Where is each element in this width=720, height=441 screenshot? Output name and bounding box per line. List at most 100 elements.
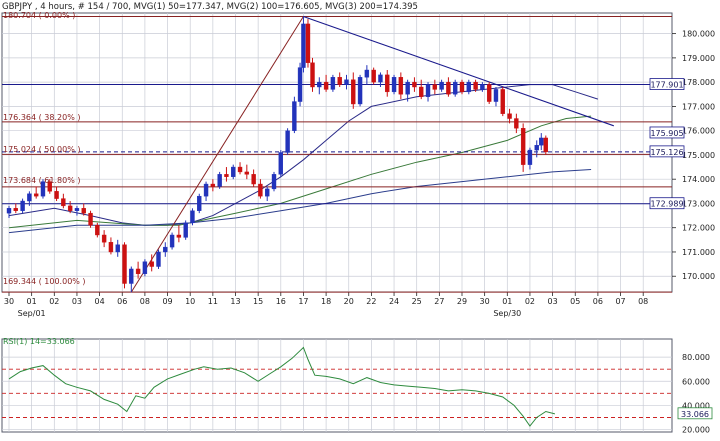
y-tick-label: 177.000 xyxy=(682,102,715,111)
fib-label-38: 176.364 ( 38.20% ) xyxy=(3,113,80,122)
x-tick-label: 01 xyxy=(27,297,37,306)
candle-body xyxy=(61,198,66,207)
candle-body xyxy=(265,188,270,197)
candle-body xyxy=(337,77,342,85)
candle-body xyxy=(33,193,39,197)
candle-body xyxy=(115,244,120,253)
candle-body xyxy=(20,200,25,211)
x-tick-label: 30 xyxy=(480,297,490,306)
x-tick-label: 05 xyxy=(570,297,580,306)
candle-body xyxy=(54,191,59,199)
x-tick-label: 15 xyxy=(253,297,263,306)
candle-body xyxy=(217,174,222,187)
price-box-label: 175.905 xyxy=(650,129,683,138)
candle-body xyxy=(251,174,256,185)
x-tick-label: 10 xyxy=(185,297,195,306)
price-box-label: 177.901 xyxy=(650,81,683,90)
candle-body xyxy=(453,81,458,95)
trend-line xyxy=(303,15,614,127)
x-tick-label: 17 xyxy=(298,297,308,306)
y-tick-label: 171.000 xyxy=(682,248,715,257)
candle-body xyxy=(197,195,202,211)
y-tick-label: 173.000 xyxy=(682,199,715,208)
candle-body xyxy=(176,234,182,238)
mvg-100-line xyxy=(8,115,592,229)
fib-swing-line xyxy=(130,16,304,293)
candle-body xyxy=(13,208,18,211)
x-period-label: Sep/30 xyxy=(493,309,521,318)
candle-body xyxy=(47,181,52,192)
rsi-value-box xyxy=(677,407,713,420)
x-tick-label: 29 xyxy=(457,297,467,306)
x-tick-label: 03 xyxy=(548,297,558,306)
fib-label-50: 175.024 ( 50.00% ) xyxy=(3,145,80,154)
candle-body xyxy=(459,81,465,93)
y-tick-label: 176.000 xyxy=(682,127,715,136)
x-tick-label: 06 xyxy=(593,297,603,306)
candle-body xyxy=(224,174,229,177)
candle-body xyxy=(297,67,303,102)
rsi-line xyxy=(8,346,556,427)
candle-body xyxy=(317,81,322,88)
candle-body xyxy=(539,137,544,146)
x-tick-label: 07 xyxy=(615,297,625,306)
rsi-plot-frame xyxy=(1,338,673,433)
x-tick-label: 18 xyxy=(321,297,331,306)
candle-body xyxy=(446,81,451,95)
candle-body xyxy=(81,208,86,214)
candle-body xyxy=(493,89,499,102)
candle-body xyxy=(385,74,390,93)
candle-body xyxy=(473,81,478,90)
candle-body xyxy=(231,166,236,177)
fib-label-0: 180.704 ( 0.00% ) xyxy=(3,11,75,20)
y-tick-label: 170.000 xyxy=(682,272,715,281)
x-tick-label: 01 xyxy=(502,297,512,306)
candle-body xyxy=(432,84,438,90)
candle-body xyxy=(183,222,188,238)
x-tick-label: 02 xyxy=(525,297,535,306)
candle-body xyxy=(129,268,134,284)
candle-body xyxy=(405,81,410,95)
drawn-lines xyxy=(2,15,672,293)
price-box xyxy=(649,145,685,158)
x-tick-label: 30 xyxy=(4,297,14,306)
candle-body xyxy=(285,130,290,153)
candle-body xyxy=(95,225,100,236)
candle-body xyxy=(169,234,175,248)
candle-body xyxy=(203,183,209,197)
candle-body xyxy=(149,261,154,267)
rsi-y-tick-label: 20.000 xyxy=(682,426,710,435)
candle-body xyxy=(292,101,297,131)
candle-body xyxy=(210,183,216,187)
candle-body xyxy=(237,166,243,173)
candle-body xyxy=(190,210,195,224)
labels: 30 01 02 03 04 06 08 09 10 11 13 15 16 17 18 20 22 24 25 27… xyxy=(4,30,715,435)
x-tick-label: 08 xyxy=(638,297,648,306)
candle-body xyxy=(364,69,370,78)
fib-label-61: 173.684 ( 61.80% ) xyxy=(3,176,80,185)
candle-body xyxy=(534,145,539,151)
rsi-label: RSI(1) 14=33.066 xyxy=(3,337,75,346)
price-box-label: 172.989 xyxy=(650,200,683,209)
candle-body xyxy=(507,113,512,119)
x-tick-label: 20 xyxy=(344,297,354,306)
y-tick-label: 180.000 xyxy=(682,30,715,39)
x-tick-label: 22 xyxy=(366,297,376,306)
candle-body xyxy=(480,84,485,90)
y-tick-label: 178.000 xyxy=(682,78,715,87)
rsi-y-tick-label: 40.000 xyxy=(682,401,710,410)
candle-body xyxy=(500,89,505,114)
y-tick-label: 172.000 xyxy=(682,224,715,233)
y-tick-label: 174.000 xyxy=(682,175,715,184)
candle-body xyxy=(271,174,277,190)
candle-body xyxy=(330,77,336,90)
candle-body xyxy=(258,183,263,197)
rsi-grid xyxy=(1,338,673,433)
candle-body xyxy=(398,77,404,95)
candle-body xyxy=(391,77,397,93)
y-tick-label: 179.000 xyxy=(682,54,715,63)
price-box xyxy=(649,126,685,139)
candle-body xyxy=(27,193,32,202)
